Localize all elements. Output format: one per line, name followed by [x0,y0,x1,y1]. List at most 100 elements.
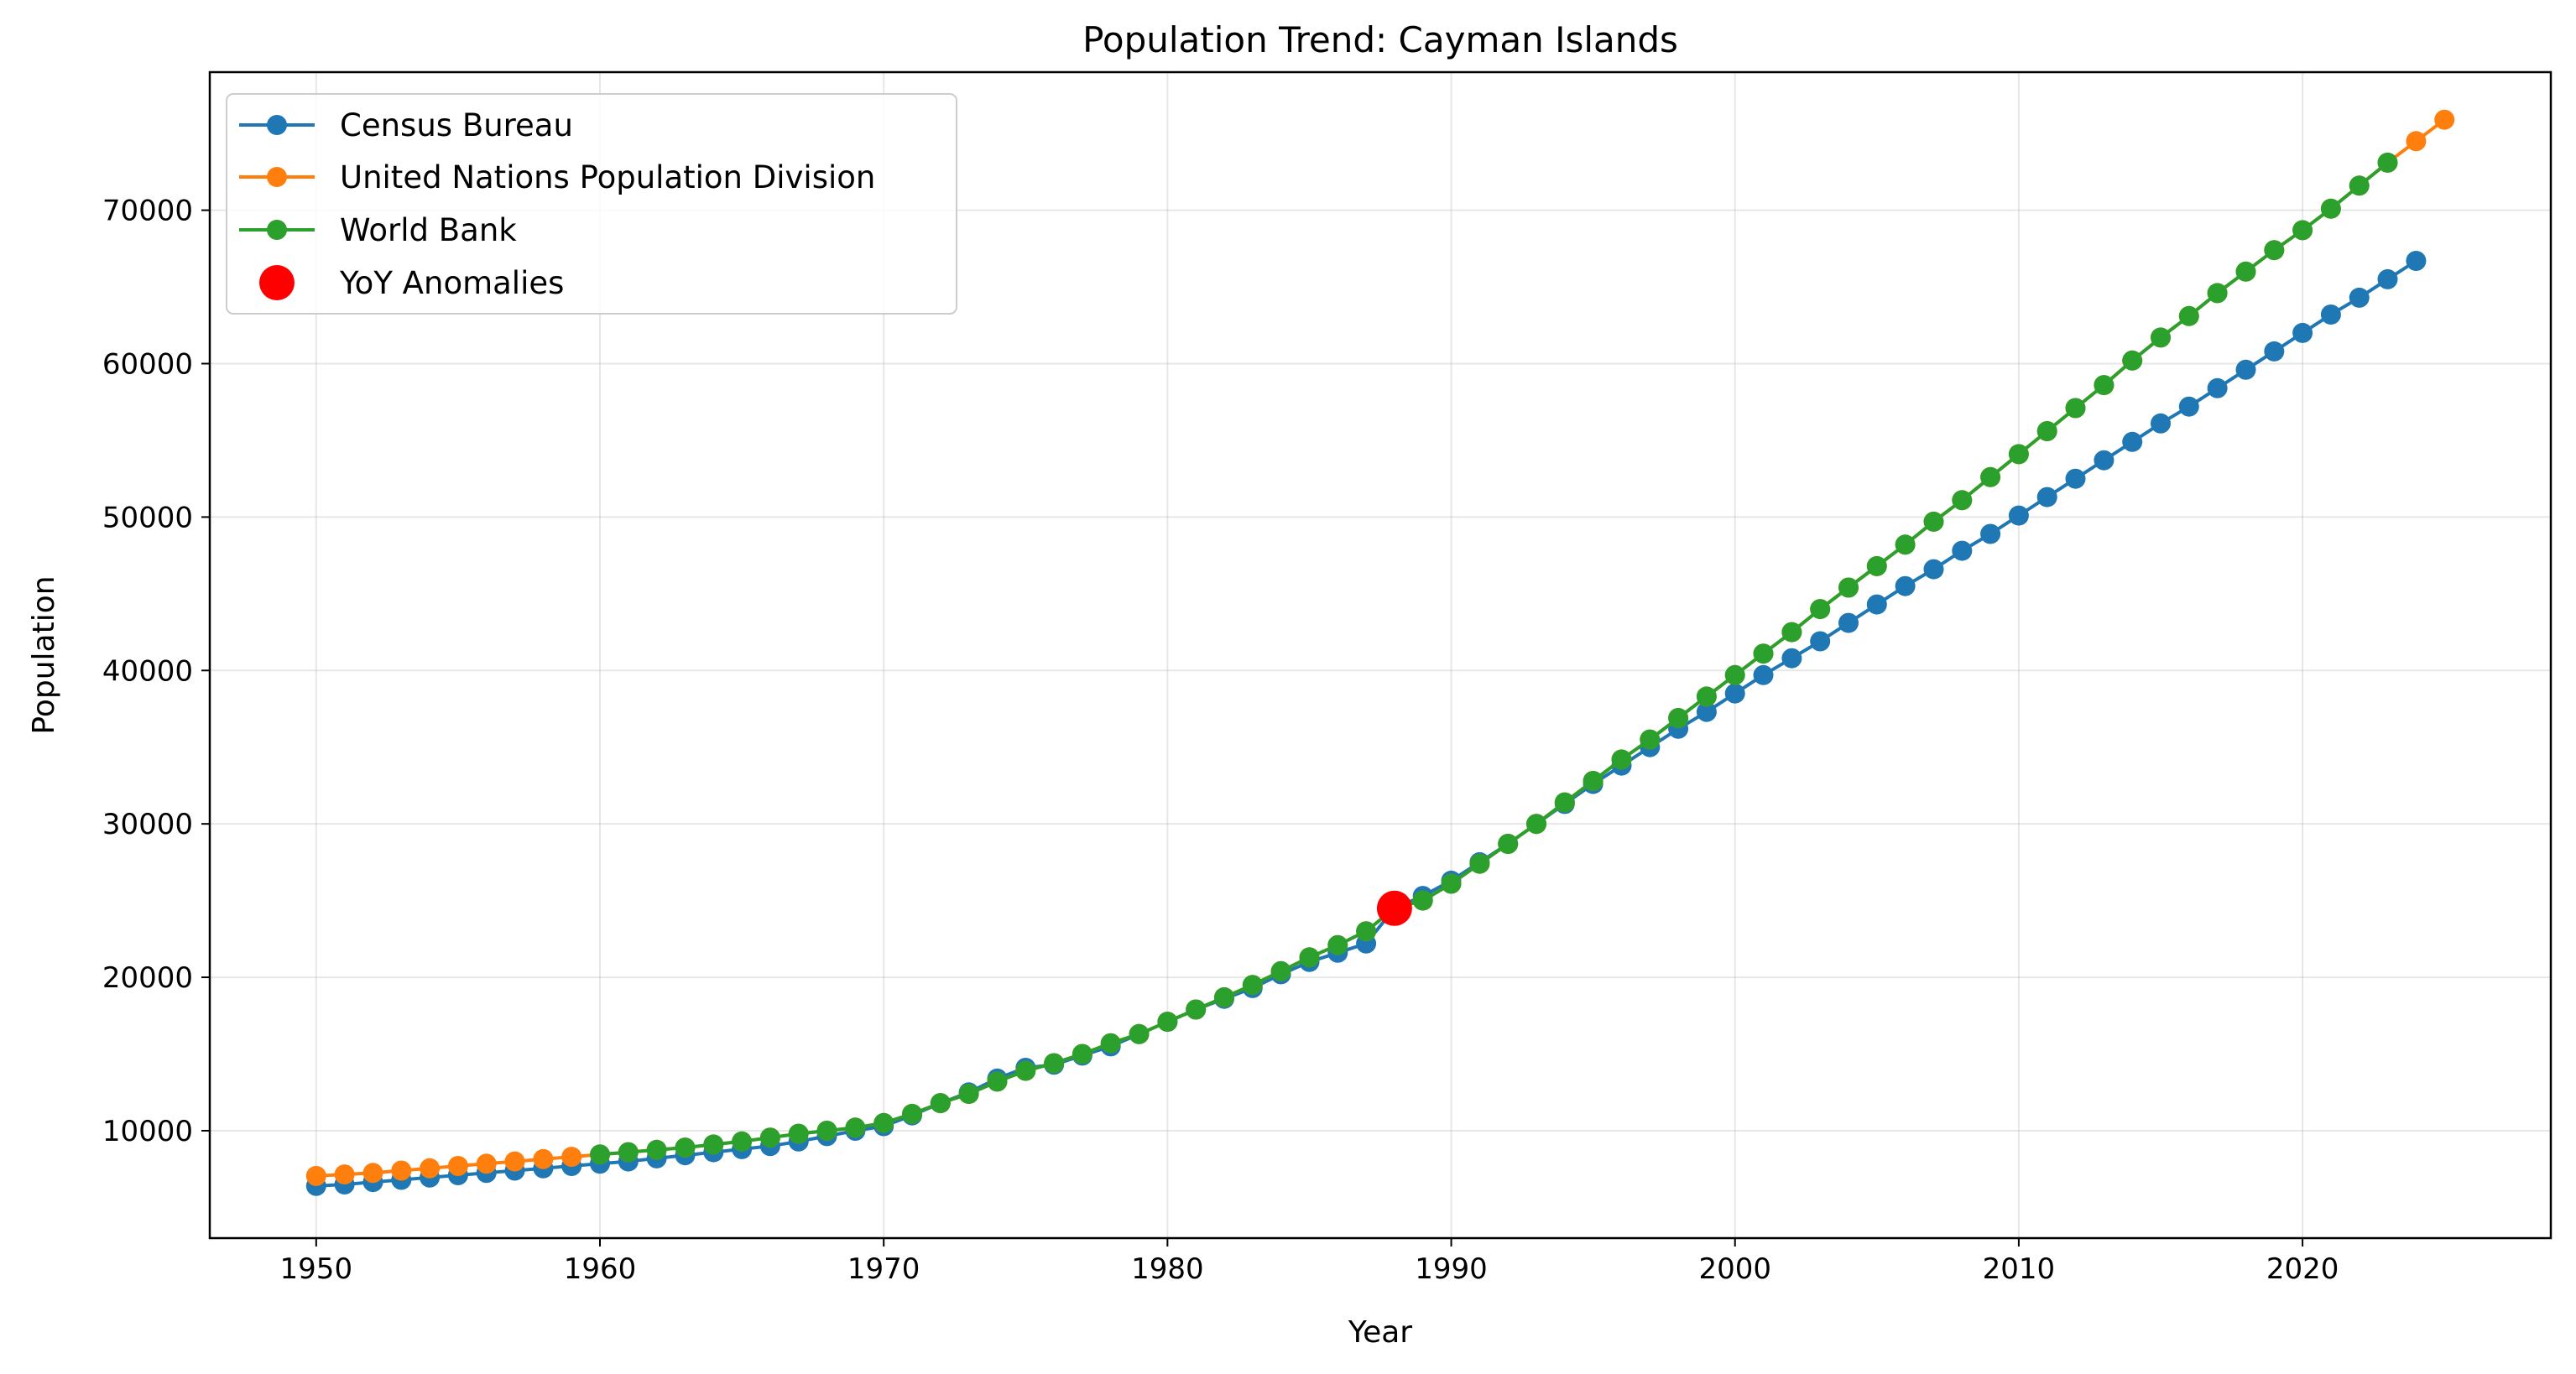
series-line [599,161,2389,1157]
data-point [703,1134,724,1155]
data-point [1554,792,1575,813]
data-point [1866,555,1887,576]
data-point [2235,261,2256,282]
y-axis-ticks: 10000 20000 30000 40000 50000 60000 70000 [102,195,210,1148]
data-point [2065,468,2086,489]
legend-entry-census-bureau: Census Bureau [239,107,573,143]
data-point [2036,487,2057,507]
data-point [1299,947,1320,968]
legend-swatch-marker [267,167,287,187]
data-point [2065,398,2086,419]
data-point [2320,198,2341,219]
plot-area-frame [208,70,2553,1240]
data-point [930,1093,951,1114]
data-point [2434,109,2455,130]
y-tick-label: 10000 [102,1115,193,1148]
data-point [590,1144,610,1165]
x-tick-label: 2020 [2266,1252,2339,1286]
data-point [2178,305,2199,326]
data-point [1412,890,1433,911]
data-point [1923,511,1944,532]
legend-label: Census Bureau [340,107,573,143]
data-point [1157,1012,1178,1033]
data-point [2377,152,2398,173]
data-point [845,1117,866,1138]
data-point [2151,327,2171,348]
data-point [2036,421,2057,441]
legend-label: YoY Anomalies [339,265,564,301]
data-point [1952,490,1973,511]
data-point [1980,466,2001,487]
y-tick-label: 30000 [102,808,193,841]
data-point [1724,683,1745,704]
series-world-bank [590,152,2398,1165]
data-point [788,1123,809,1144]
data-point [902,1103,922,1124]
data-point [1583,771,1603,791]
series-layer [305,109,2455,1196]
x-axis-ticks: 1950 1960 1970 1980 1990 2000 2010 2020 [280,1238,2339,1286]
data-point [2008,505,2029,526]
y-tick-label: 40000 [102,654,193,688]
data-point [2235,359,2256,380]
legend-label: United Nations Population Division [340,159,875,195]
data-point [1980,523,2001,544]
data-point [1526,814,1546,835]
legend-box [226,93,957,315]
data-point [1129,1023,1150,1044]
data-point [2008,444,2029,465]
series-yoy-anomalies [1376,890,1412,926]
legend-swatch-marker [267,220,287,240]
data-point [1356,921,1377,942]
chart-title: Population Trend: Cayman Islands [1082,19,1678,60]
data-point [1952,540,1973,561]
data-point [987,1071,1008,1092]
data-point [2292,220,2313,241]
data-point [561,1147,582,1168]
x-tick-label: 1970 [847,1252,920,1286]
data-point [476,1153,497,1174]
data-point [2264,341,2285,362]
y-tick-label: 60000 [102,348,193,382]
data-point [816,1121,837,1141]
data-point [1186,999,1207,1020]
data-point [1214,986,1234,1007]
data-point [1838,612,1859,633]
data-point [1469,853,1490,874]
anomaly-point [1376,890,1412,926]
x-tick-label: 1950 [280,1252,353,1286]
data-point [1810,631,1831,652]
x-axis-title: Year [1348,1315,1412,1350]
legend-entry-world-bank: World Bank [239,212,517,248]
legend-swatch-marker [259,265,295,300]
data-point [1866,594,1887,615]
data-point [420,1158,441,1179]
x-tick-label: 2000 [1698,1252,1771,1286]
y-tick-label: 20000 [102,961,193,995]
data-point [2094,450,2115,471]
data-point [1640,729,1661,750]
y-axis-title: Population [27,575,61,734]
legend-entry-un-population-division: United Nations Population Division [239,159,875,195]
data-point [504,1151,525,1172]
data-point [362,1163,383,1184]
y-tick-label: 50000 [102,501,193,534]
data-point [1270,960,1291,981]
legend-swatch-marker [267,115,287,135]
data-point [646,1139,667,1160]
data-point [2292,322,2313,343]
legend-entry-yoy-anomalies: YoY Anomalies [259,265,564,301]
data-point [1923,559,1944,580]
y-tick-label: 70000 [102,195,193,228]
data-point [391,1160,412,1181]
data-point [1696,686,1717,707]
data-point [1498,834,1519,854]
data-point [2207,377,2228,398]
data-point [2178,396,2199,417]
x-tick-label: 1980 [1131,1252,1204,1286]
data-point [2122,431,2143,452]
data-point [2320,304,2341,325]
data-point [1072,1044,1092,1064]
legend-label: World Bank [340,212,517,248]
